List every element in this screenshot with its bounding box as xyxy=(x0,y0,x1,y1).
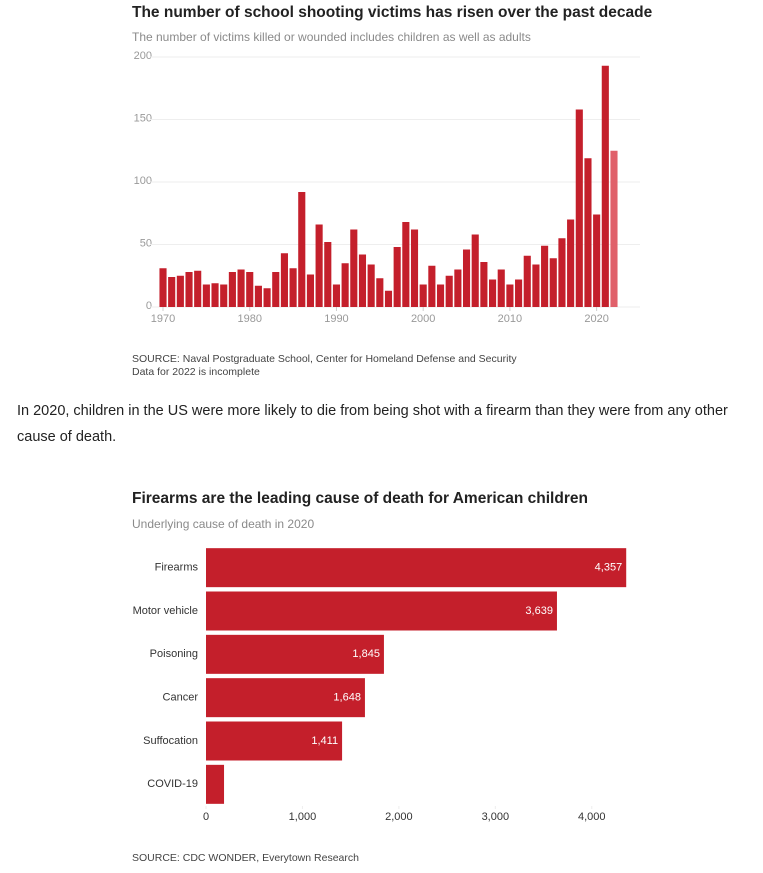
value-label: 3,639 xyxy=(525,605,553,617)
x-tick-label: 2000 xyxy=(411,313,435,325)
bar xyxy=(358,254,367,307)
bar xyxy=(515,279,523,307)
bar xyxy=(324,242,332,307)
bar xyxy=(306,274,314,307)
bar xyxy=(410,229,419,307)
bar xyxy=(206,591,557,631)
chart-subtitle: The number of victims killed or wounded … xyxy=(132,30,531,44)
bar xyxy=(185,272,193,307)
bar xyxy=(206,678,365,718)
bar xyxy=(220,284,228,307)
chart-title: The number of school shooting victims ha… xyxy=(132,4,653,21)
bar xyxy=(211,283,219,307)
chart-2: Firearms are the leading cause of death … xyxy=(132,490,627,864)
bar xyxy=(237,269,245,307)
bar xyxy=(272,272,280,307)
bar xyxy=(289,268,297,307)
bar xyxy=(254,285,262,307)
bar xyxy=(489,279,497,307)
value-label: 4,357 xyxy=(595,562,623,574)
bar xyxy=(610,150,618,307)
y-tick-label: 50 xyxy=(140,237,152,249)
bar xyxy=(558,238,566,307)
bar xyxy=(549,258,557,307)
bar xyxy=(206,634,384,674)
y-tick-label: 150 xyxy=(134,112,152,124)
chart-title: Firearms are the leading cause of death … xyxy=(132,490,588,507)
bar xyxy=(376,278,384,307)
x-tick-label: 0 xyxy=(203,811,209,823)
x-tick-label: 2010 xyxy=(498,313,522,325)
chart-1: The number of school shooting victims ha… xyxy=(132,4,653,378)
bar xyxy=(350,229,358,307)
x-tick-label: 4,000 xyxy=(578,811,606,823)
x-tick-label: 1990 xyxy=(324,313,348,325)
bar xyxy=(462,249,471,307)
bar xyxy=(202,284,210,307)
bar xyxy=(454,269,462,307)
category-label: COVID-19 xyxy=(147,778,198,790)
bar xyxy=(575,109,583,307)
y-tick-label: 200 xyxy=(134,50,152,62)
x-tick-label: 1980 xyxy=(237,313,261,325)
bar xyxy=(206,764,225,804)
x-tick-label: 2020 xyxy=(584,313,608,325)
bar xyxy=(206,721,343,761)
source: SOURCE: CDC WONDER, Everytown Research xyxy=(132,852,359,864)
bar xyxy=(601,65,609,307)
bar xyxy=(263,288,271,307)
bar xyxy=(168,277,176,307)
x-tick-label: 1,000 xyxy=(289,811,317,823)
bar xyxy=(280,253,288,307)
bar xyxy=(567,219,575,307)
bar xyxy=(480,262,488,307)
note: Data for 2022 is incomplete xyxy=(132,366,260,378)
bar xyxy=(402,222,410,307)
source: SOURCE: Naval Postgraduate School, Cente… xyxy=(132,353,517,365)
bar xyxy=(332,284,341,307)
bar xyxy=(523,255,531,307)
value-label: 1,648 xyxy=(333,692,361,704)
chart-subtitle: Underlying cause of death in 2020 xyxy=(132,517,314,531)
bar xyxy=(206,548,627,588)
bar xyxy=(246,272,254,307)
bar xyxy=(367,264,375,307)
x-tick-label: 2,000 xyxy=(385,811,413,823)
bar xyxy=(584,158,592,307)
bar xyxy=(159,268,167,307)
paragraph: In 2020, children in the US were more li… xyxy=(17,403,728,445)
bar xyxy=(445,275,453,307)
bar xyxy=(541,245,549,307)
bar xyxy=(341,263,349,307)
value-label: 1,411 xyxy=(311,735,338,747)
y-tick-label: 0 xyxy=(146,300,152,312)
bar xyxy=(471,234,479,307)
category-label: Suffocation xyxy=(143,735,198,747)
category-label: Poisoning xyxy=(150,648,198,660)
bar xyxy=(194,270,202,307)
bar xyxy=(315,224,323,307)
bar xyxy=(436,284,445,307)
bar xyxy=(593,214,601,307)
bar xyxy=(497,269,505,307)
bar xyxy=(384,290,393,307)
category-label: Cancer xyxy=(163,692,199,704)
bar xyxy=(176,275,184,307)
value-label: 1,845 xyxy=(352,648,380,660)
bar xyxy=(298,192,306,307)
category-label: Firearms xyxy=(155,562,199,574)
category-label: Motor vehicle xyxy=(133,605,198,617)
y-tick-label: 100 xyxy=(134,175,152,187)
bar xyxy=(228,272,236,307)
x-tick-label: 3,000 xyxy=(482,811,510,823)
bar xyxy=(393,247,401,307)
bar xyxy=(419,284,427,307)
bar xyxy=(428,265,436,307)
x-tick-label: 1970 xyxy=(151,313,175,325)
bar xyxy=(506,284,514,307)
bar xyxy=(532,264,540,307)
